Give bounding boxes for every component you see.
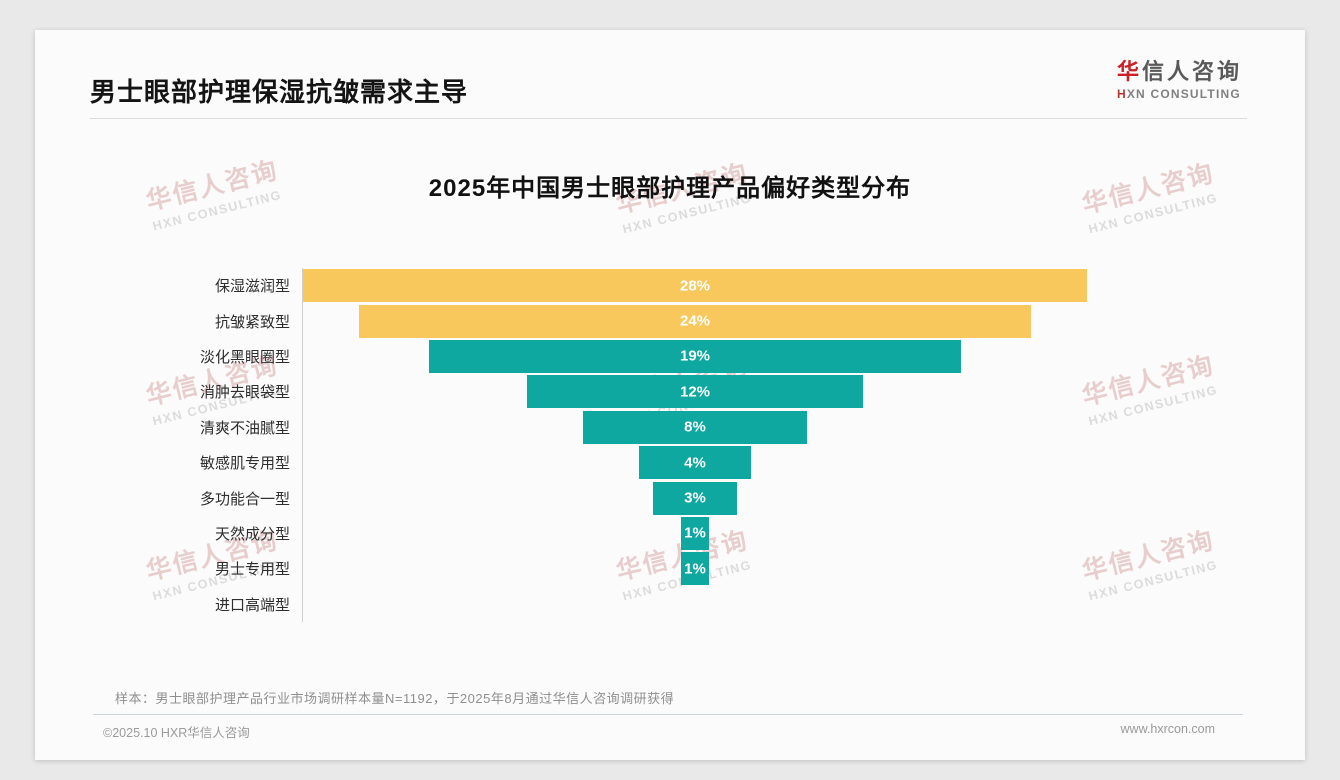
brand-logo-chinese: 华信人咨询 xyxy=(1117,54,1242,86)
funnel-bar: 28% xyxy=(303,269,1087,303)
funnel-bar: 8% xyxy=(583,410,807,444)
category-label: 清爽不油腻型 xyxy=(199,419,290,437)
funnel-bar: 4% xyxy=(639,446,751,480)
plot-area: 4% xyxy=(302,444,1087,481)
bar-value-label: 1% xyxy=(684,524,706,542)
page-title: 男士眼部护理保湿抗皱需求主导 xyxy=(90,77,469,107)
bar-value-label: 3% xyxy=(684,489,706,507)
funnel-bar: 1% xyxy=(681,552,709,586)
category-label: 保湿滋润型 xyxy=(214,278,290,296)
funnel-bar: 19% xyxy=(429,339,961,373)
chart-row: 抗皱紧致型 24% xyxy=(35,303,1305,339)
bar-value-label: 8% xyxy=(684,418,706,436)
plot-area: 1% xyxy=(302,515,1087,552)
bar-value-label: 12% xyxy=(679,383,711,401)
plot-area: 24% xyxy=(302,303,1087,339)
bar-value-label: 19% xyxy=(679,347,711,365)
report-card: 华信人咨询 HXN CONSULTING 华信人咨询 HXN CONSULTING 华信… xyxy=(35,30,1305,760)
chart-row: 敏感肌专用型 4% xyxy=(35,444,1305,481)
funnel-bar: 12% xyxy=(527,375,863,409)
brand-logo: 华信人咨询 HXN CONSULTING xyxy=(1117,54,1242,101)
bar-value-label: 4% xyxy=(684,454,706,472)
category-label: 进口高端型 xyxy=(214,596,290,614)
brand-logo-english-accent: H xyxy=(1116,87,1127,101)
chart-row: 保湿滋润型 28% xyxy=(35,268,1305,304)
plot-area: 12% xyxy=(302,374,1087,410)
funnel-chart: 保湿滋润型 28% 抗皱紧致型 24% 淡化黑眼圈型 19% 消肿去眼袋型 12% 清爽不油腻型… xyxy=(35,268,1305,622)
category-label: 抗皱紧致型 xyxy=(214,313,290,331)
brand-logo-chinese-rest: 信人咨询 xyxy=(1141,59,1242,84)
chart-row: 消肿去眼袋型 12% xyxy=(35,374,1305,410)
chart-title: 2025年中国男士眼部护理产品偏好类型分布 xyxy=(428,175,912,202)
funnel-bar: 24% xyxy=(359,304,1031,338)
brand-logo-english: HXN CONSULTING xyxy=(1117,87,1242,101)
bar-value-label: 1% xyxy=(684,560,706,578)
brand-logo-accent-char: 华 xyxy=(1116,59,1142,84)
category-label: 男士专用型 xyxy=(214,561,290,579)
plot-area: 3% xyxy=(302,480,1087,516)
chart-row: 天然成分型 1% xyxy=(35,515,1305,552)
category-label: 敏感肌专用型 xyxy=(199,455,290,473)
chart-row: 进口高端型 xyxy=(35,586,1305,622)
bar-value-label: 24% xyxy=(679,312,711,330)
category-label: 天然成分型 xyxy=(214,525,290,543)
copyright-text: ©2025.10 HXR华信人咨询 xyxy=(103,726,250,740)
plot-area xyxy=(302,586,1087,622)
footer-divider xyxy=(93,714,1243,715)
plot-area: 28% xyxy=(302,268,1087,304)
plot-area: 8% xyxy=(302,409,1087,445)
bar-value-label: 28% xyxy=(679,277,711,295)
category-label: 多功能合一型 xyxy=(199,490,290,508)
chart-row: 男士专用型 1% xyxy=(35,551,1305,587)
sample-note: 样本：男士眼部护理产品行业市场调研样本量N=1192，于2025年8月通过华信人… xyxy=(115,691,675,706)
website-text: www.hxrcon.com xyxy=(1120,722,1215,736)
chart-row: 清爽不油腻型 8% xyxy=(35,409,1305,445)
plot-area: 1% xyxy=(302,551,1087,587)
brand-logo-english-rest: XN CONSULTING xyxy=(1126,87,1241,101)
chart-row: 多功能合一型 3% xyxy=(35,480,1305,516)
funnel-bar: 1% xyxy=(681,516,709,550)
chart-row: 淡化黑眼圈型 19% xyxy=(35,338,1305,375)
funnel-bar: 3% xyxy=(653,481,737,515)
plot-area: 19% xyxy=(302,338,1087,375)
category-label: 淡化黑眼圈型 xyxy=(199,348,290,366)
category-label: 消肿去眼袋型 xyxy=(199,384,290,402)
header-divider xyxy=(90,118,1247,119)
